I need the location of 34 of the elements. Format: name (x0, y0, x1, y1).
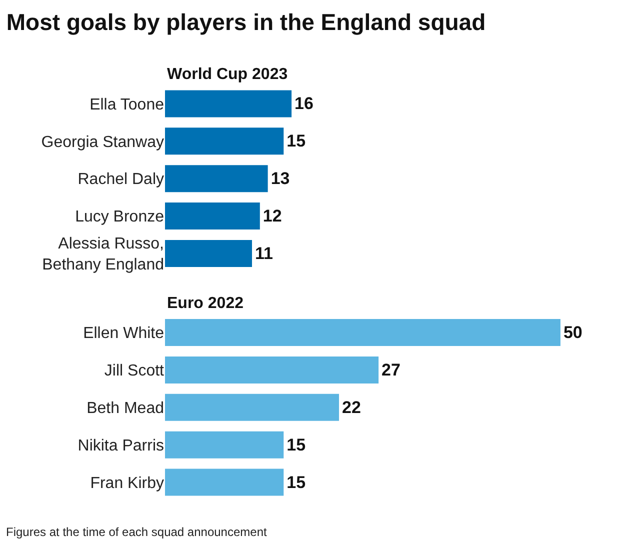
chart-subtitle: World Cup 2023 (167, 66, 288, 83)
data-label: 15 (286, 132, 306, 151)
data-label: 11 (255, 244, 273, 263)
y-tick-label: Fran Kirby (90, 474, 164, 492)
bar (165, 356, 379, 384)
bar (165, 202, 260, 230)
text: Figures at the time of each squad announcement (6, 525, 268, 539)
bar (165, 319, 560, 346)
bar (165, 468, 284, 496)
bar (165, 431, 284, 458)
y-tick-label: Georgia Stanway (41, 134, 164, 151)
y-tick-label: Lucy Bronze (75, 208, 164, 226)
data-label: 22 (342, 398, 361, 417)
data-label: 12 (262, 206, 282, 226)
bar (165, 128, 284, 155)
bar (165, 394, 339, 421)
y-tick-label: Alessia Russo, Bethany England (42, 236, 164, 274)
y-tick-label: Ella Toone (90, 96, 164, 114)
data-label: 15 (286, 472, 306, 492)
chart-title: Euro 2022 (167, 295, 244, 312)
data-label: 50 (563, 323, 582, 342)
data-label: 16 (294, 94, 314, 114)
bar (165, 90, 292, 118)
data-label: 27 (382, 360, 400, 380)
y-tick-label: Beth Mead (86, 400, 164, 417)
y-tick-label: Rachel Daly (78, 171, 164, 188)
y-tick-label: Nikita Parris (78, 437, 164, 454)
bar (165, 165, 268, 192)
bar (165, 240, 252, 267)
y-tick-label: Jill Scott (104, 362, 165, 380)
data-label: 15 (286, 435, 306, 454)
y-tick-label: Ellen White (83, 325, 164, 342)
data-label: 13 (270, 169, 290, 188)
chart-title: Most goals by players in the England squad (6, 8, 486, 35)
